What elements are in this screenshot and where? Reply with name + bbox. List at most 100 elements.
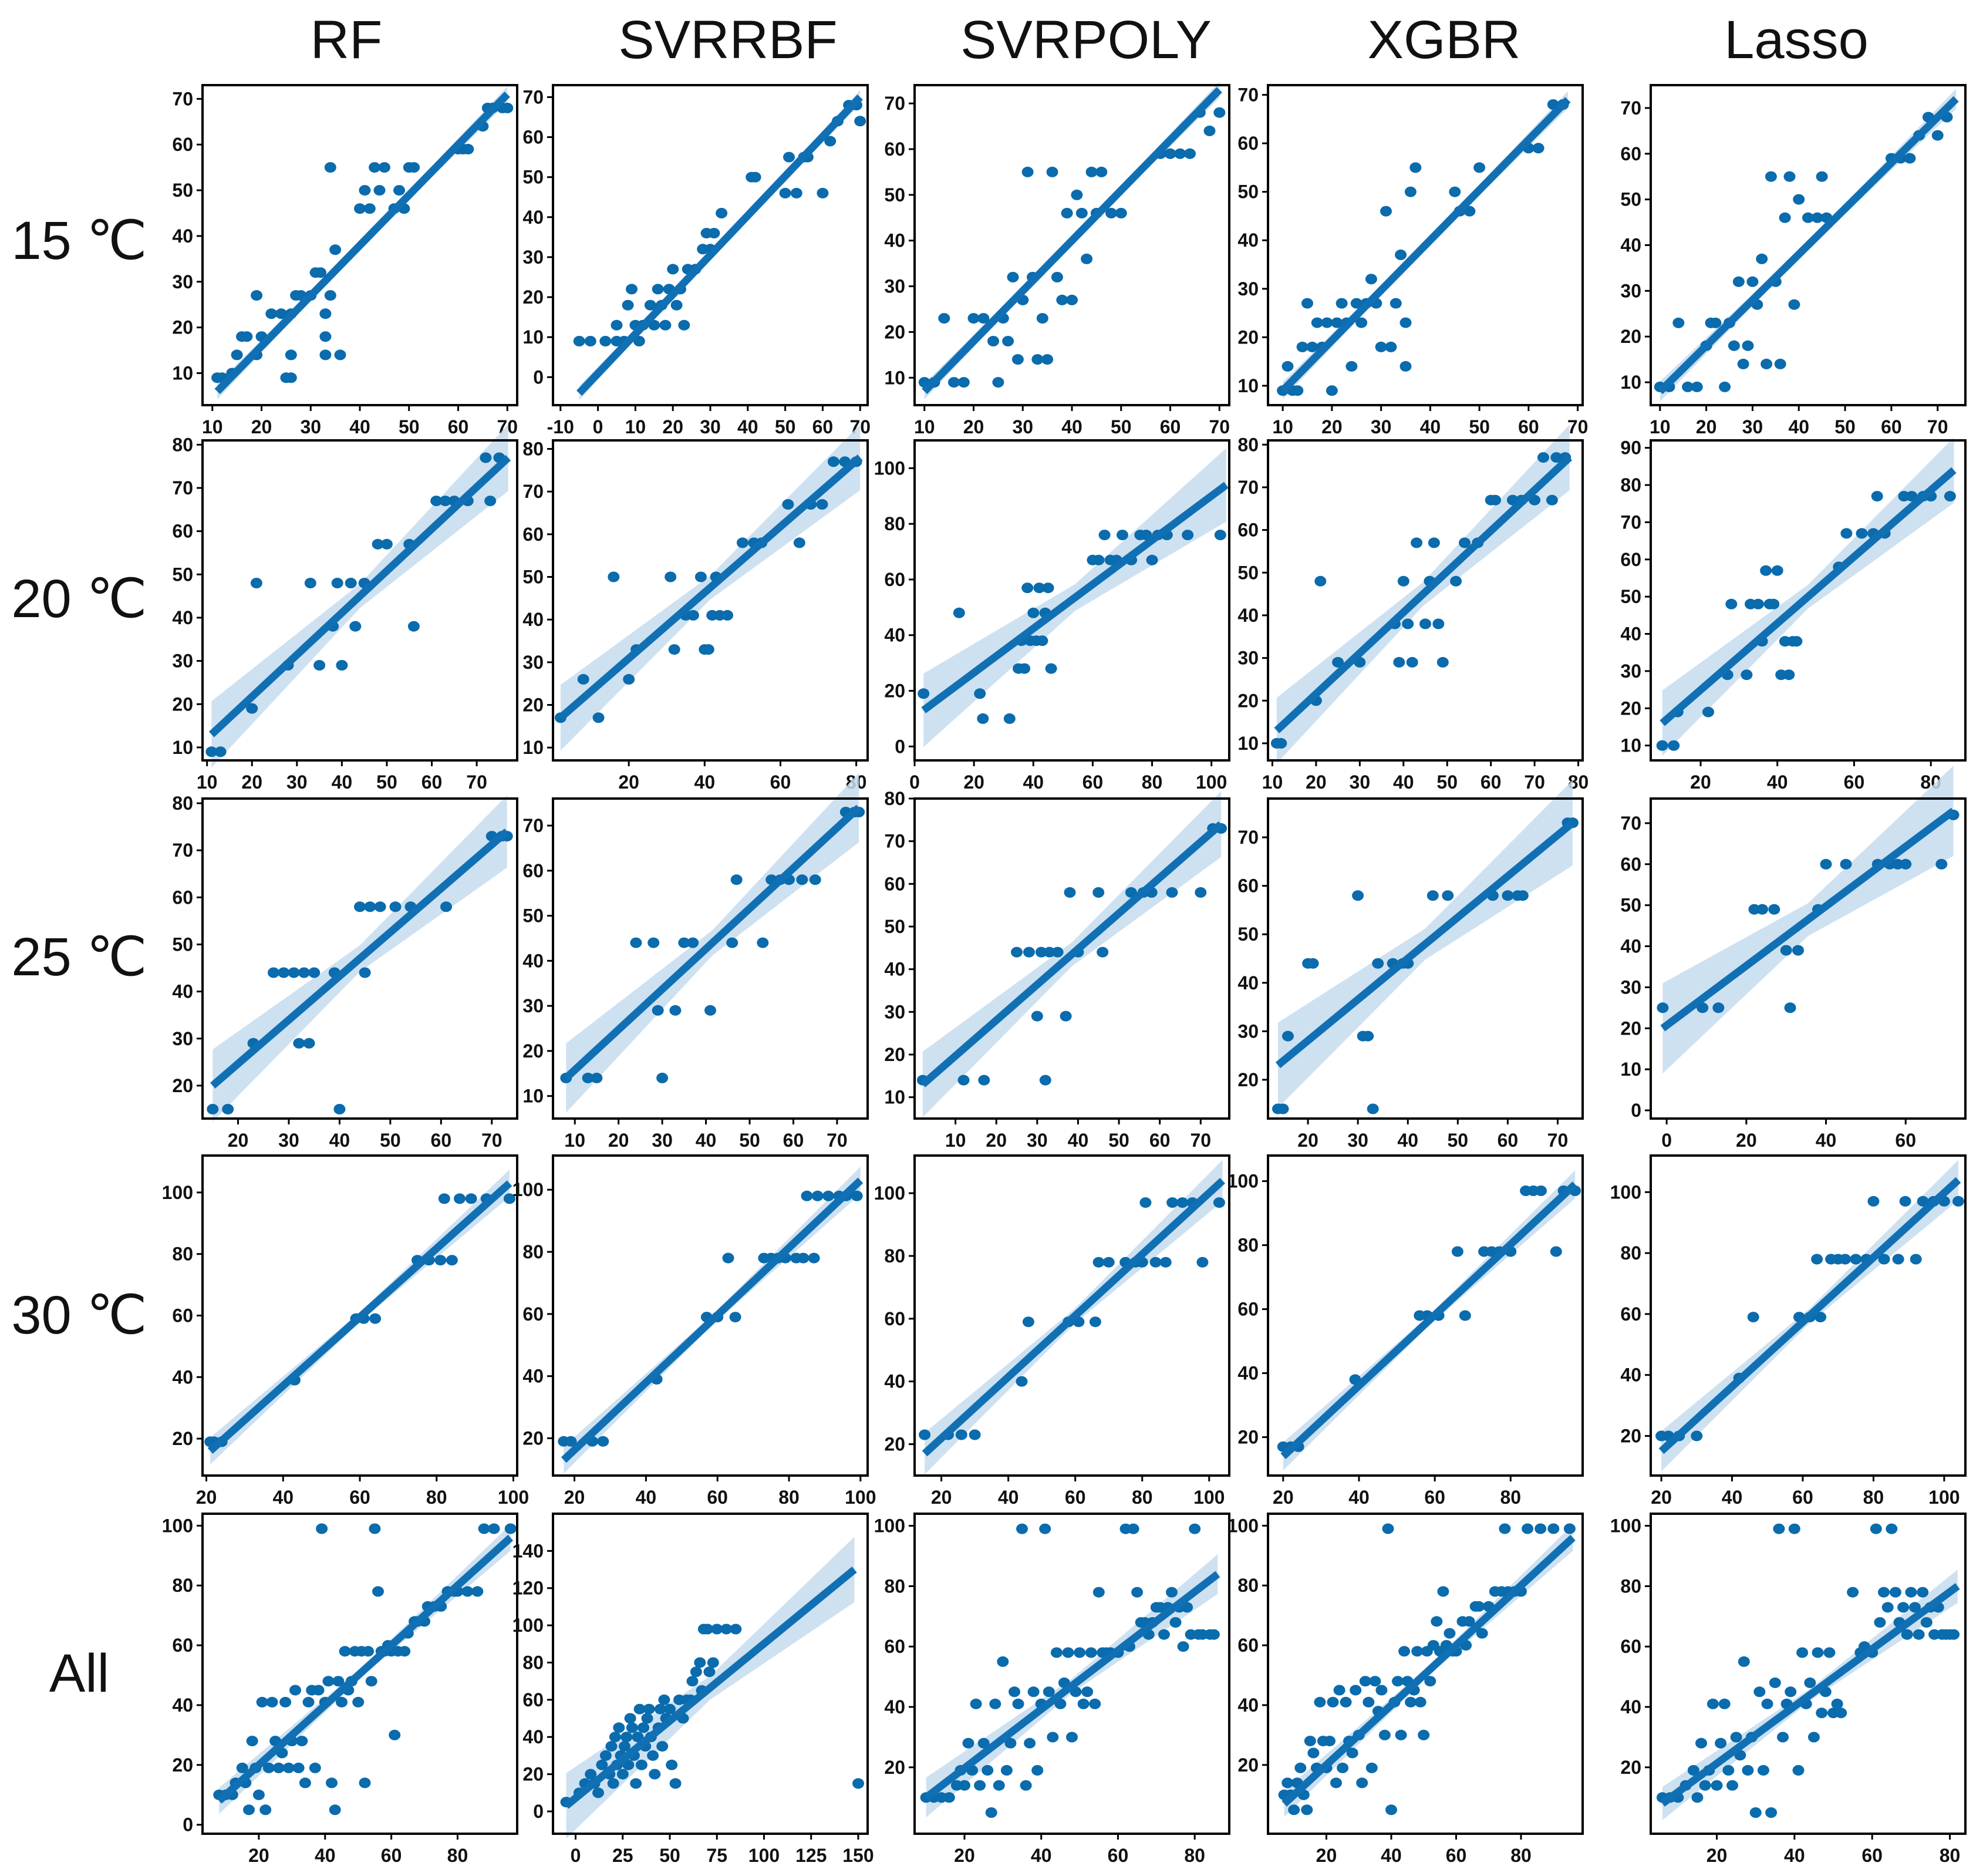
data-point [1707, 1698, 1719, 1709]
panel-rf-20: 10 20 30 40 50 60 70 10 20 30 40 50 60 70 80 [172, 424, 518, 793]
y-tick-label: 40 [522, 1726, 544, 1747]
data-point [478, 1523, 490, 1534]
data-point [359, 967, 371, 978]
data-point [729, 1312, 741, 1323]
panel-lasso-25: 0 20 40 60 0 10 20 30 40 50 60 70 [1620, 766, 1967, 1151]
regression-line [1660, 1583, 1960, 1807]
data-point [1904, 153, 1916, 164]
data-point [393, 185, 405, 196]
regression-line [923, 1571, 1220, 1801]
x-tick-label: 70 [1524, 772, 1545, 793]
data-point [1737, 358, 1749, 369]
y-tick-label: 20 [522, 1428, 544, 1449]
data-point [1811, 1254, 1823, 1265]
data-point [1281, 1777, 1294, 1789]
y-tick-label: 10 [522, 326, 544, 348]
data-point [1771, 565, 1783, 576]
data-point [1522, 1523, 1534, 1534]
x-tick-label: 80 [1863, 1487, 1884, 1508]
x-tick-label: 50 [376, 772, 397, 793]
data-point [251, 290, 263, 301]
y-tick-label: 60 [522, 127, 544, 148]
axes-frame [552, 439, 869, 762]
row-label-20c: 20 ℃ [11, 569, 147, 629]
data-point [599, 336, 612, 346]
axes-frame [552, 1154, 869, 1477]
data-point [809, 874, 821, 885]
data-point [1715, 1737, 1727, 1749]
data-point [389, 1729, 401, 1740]
data-point [1459, 1310, 1471, 1321]
data-point [1071, 189, 1083, 200]
x-tick-label: 60 [1895, 1130, 1916, 1151]
data-point [824, 136, 837, 147]
y-tick-label: 100 [162, 1515, 193, 1536]
x-tick-label: 60 [1149, 1130, 1171, 1151]
y-tick-label: 50 [1237, 181, 1259, 203]
data-point [1004, 1737, 1017, 1749]
data-point [1291, 385, 1304, 396]
y-tick-label: 40 [1237, 1695, 1259, 1716]
data-point [1314, 575, 1327, 587]
data-point [1725, 598, 1738, 609]
axes-frame [1267, 1154, 1584, 1477]
x-tick-label: 20 [1736, 1130, 1757, 1151]
data-point [369, 162, 381, 173]
y-tick-label: 80 [522, 1652, 544, 1673]
data-point [1020, 1780, 1032, 1791]
data-point [1021, 582, 1034, 594]
x-tick-label: 60 [1480, 772, 1502, 793]
x-tick-label: 60 [1881, 416, 1902, 437]
x-tick-label: 10 [625, 416, 646, 437]
regression-line [563, 804, 862, 1081]
regression-line [558, 454, 863, 721]
data-point [1411, 1646, 1424, 1657]
data-point [1499, 1523, 1511, 1534]
y-tick-label: 20 [1237, 690, 1259, 711]
data-point [1747, 1312, 1759, 1323]
data-point [315, 267, 326, 278]
y-tick-label: 100 [1227, 1171, 1259, 1192]
data-point [266, 1696, 278, 1707]
x-tick-label: 80 [1500, 1487, 1522, 1508]
data-point [854, 116, 866, 127]
data-point [1016, 1523, 1028, 1534]
y-tick-label: 70 [1237, 477, 1259, 498]
y-tick-label: 60 [1237, 520, 1259, 541]
axes-frame [1267, 439, 1584, 762]
x-tick-label: 20 [608, 1130, 629, 1151]
x-tick-label: 10 [1650, 416, 1671, 437]
data-point [1405, 1696, 1417, 1707]
data-point [1184, 148, 1196, 159]
y-tick-label: 60 [172, 521, 193, 542]
data-point [1709, 317, 1722, 328]
data-point [1920, 1617, 1933, 1628]
data-point [363, 203, 376, 214]
x-tick-label: 100 [1193, 1487, 1225, 1508]
data-point [359, 1777, 371, 1789]
regression-line [921, 481, 1229, 713]
data-point [1850, 1254, 1862, 1265]
data-point [1537, 452, 1549, 463]
data-point [1365, 1762, 1378, 1773]
x-tick-label: 30 [700, 416, 721, 437]
data-point [1738, 1656, 1750, 1667]
x-tick-label: 40 [315, 1845, 336, 1866]
data-point [434, 1255, 447, 1266]
y-tick-label: 80 [884, 1575, 905, 1597]
data-point [282, 1762, 295, 1773]
y-tick-label: 10 [172, 737, 193, 758]
data-point [1516, 890, 1529, 901]
x-tick-label: 10 [914, 416, 935, 437]
data-point [1031, 1765, 1044, 1776]
x-tick-label: 40 [696, 1130, 717, 1151]
data-point [1769, 1677, 1781, 1688]
data-point [1691, 1430, 1703, 1441]
axes-frame [201, 797, 518, 1120]
regression-line [1657, 96, 1959, 395]
x-tick-label: 40 [1397, 1130, 1418, 1151]
data-point [288, 967, 300, 978]
y-tick-label: 80 [172, 434, 193, 455]
